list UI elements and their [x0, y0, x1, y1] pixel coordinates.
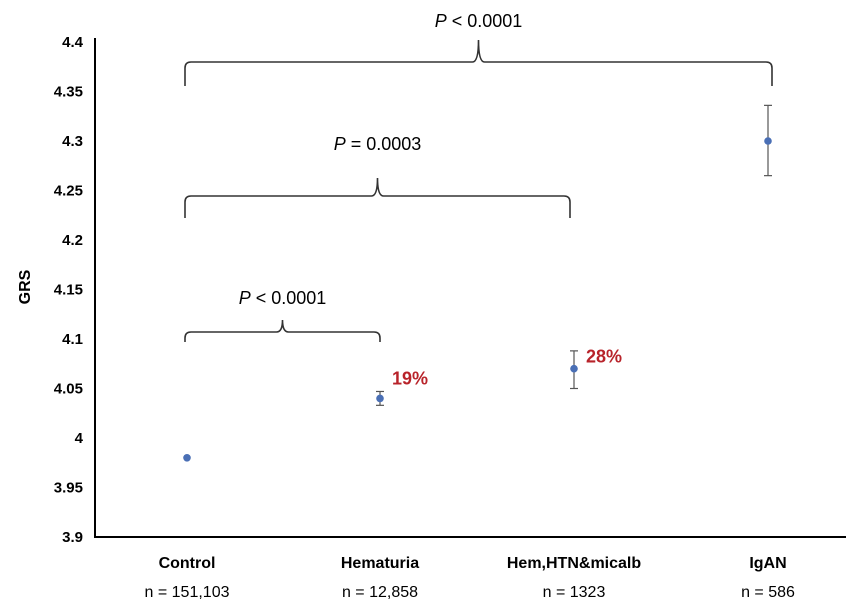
p-value: < 0.0001: [447, 11, 523, 31]
significance-bracket: [184, 39, 773, 86]
category-label: IgAN: [749, 555, 786, 572]
y-tick-label: 4.1: [62, 331, 83, 348]
category-label: Control: [159, 555, 216, 572]
y-axis-label: GRS: [17, 269, 34, 304]
error-bars: [376, 104, 772, 406]
data-points: [183, 137, 772, 462]
p-symbol: P: [239, 288, 251, 308]
y-tick-label: 4: [75, 430, 84, 447]
x-category-labels: Control n = 151,103 Hematuria n = 12,858 Hem…: [145, 555, 796, 601]
y-tick-label: 4.25: [54, 183, 83, 200]
p-value-label: P = 0.0003: [334, 134, 422, 154]
data-point: [764, 137, 772, 145]
percent-label: 28%: [586, 347, 622, 367]
y-tick-labels: 3.9 3.95 4 4.05 4.1 4.15 4.2 4.25 4.3 4.35 4.4: [54, 34, 84, 546]
sample-size-label: n = 586: [741, 584, 795, 601]
y-tick-label: 4.3: [62, 133, 83, 150]
category-label: Hematuria: [341, 555, 419, 572]
y-tick-label: 4.05: [54, 381, 83, 398]
category-label: Hem,HTN&micalb: [507, 555, 641, 572]
sample-size-label: n = 1323: [543, 584, 606, 601]
significance-bracket: [184, 177, 571, 218]
y-tick-label: 4.15: [54, 282, 83, 299]
percent-label: 19%: [392, 368, 428, 388]
y-tick-label: 4.2: [62, 232, 83, 249]
data-point: [183, 454, 191, 462]
axes: [94, 38, 846, 538]
p-value: < 0.0001: [251, 288, 327, 308]
data-point: [570, 364, 578, 373]
p-symbol: P: [334, 134, 346, 154]
p-value-label: P < 0.0001: [239, 288, 327, 308]
y-tick-label: 3.9: [62, 529, 83, 546]
sample-size-label: n = 12,858: [342, 584, 418, 601]
p-value: = 0.0003: [346, 134, 422, 154]
p-symbol: P: [435, 11, 447, 31]
y-tick-label: 3.95: [54, 480, 83, 497]
sample-size-label: n = 151,103: [145, 584, 230, 601]
y-tick-label: 4.4: [62, 34, 84, 51]
p-value-label: P < 0.0001: [435, 11, 523, 31]
data-point: [376, 394, 384, 403]
significance-bracket: [184, 319, 381, 342]
percent-labels: 19% 28%: [392, 347, 622, 389]
y-tick-label: 4.35: [54, 84, 83, 101]
